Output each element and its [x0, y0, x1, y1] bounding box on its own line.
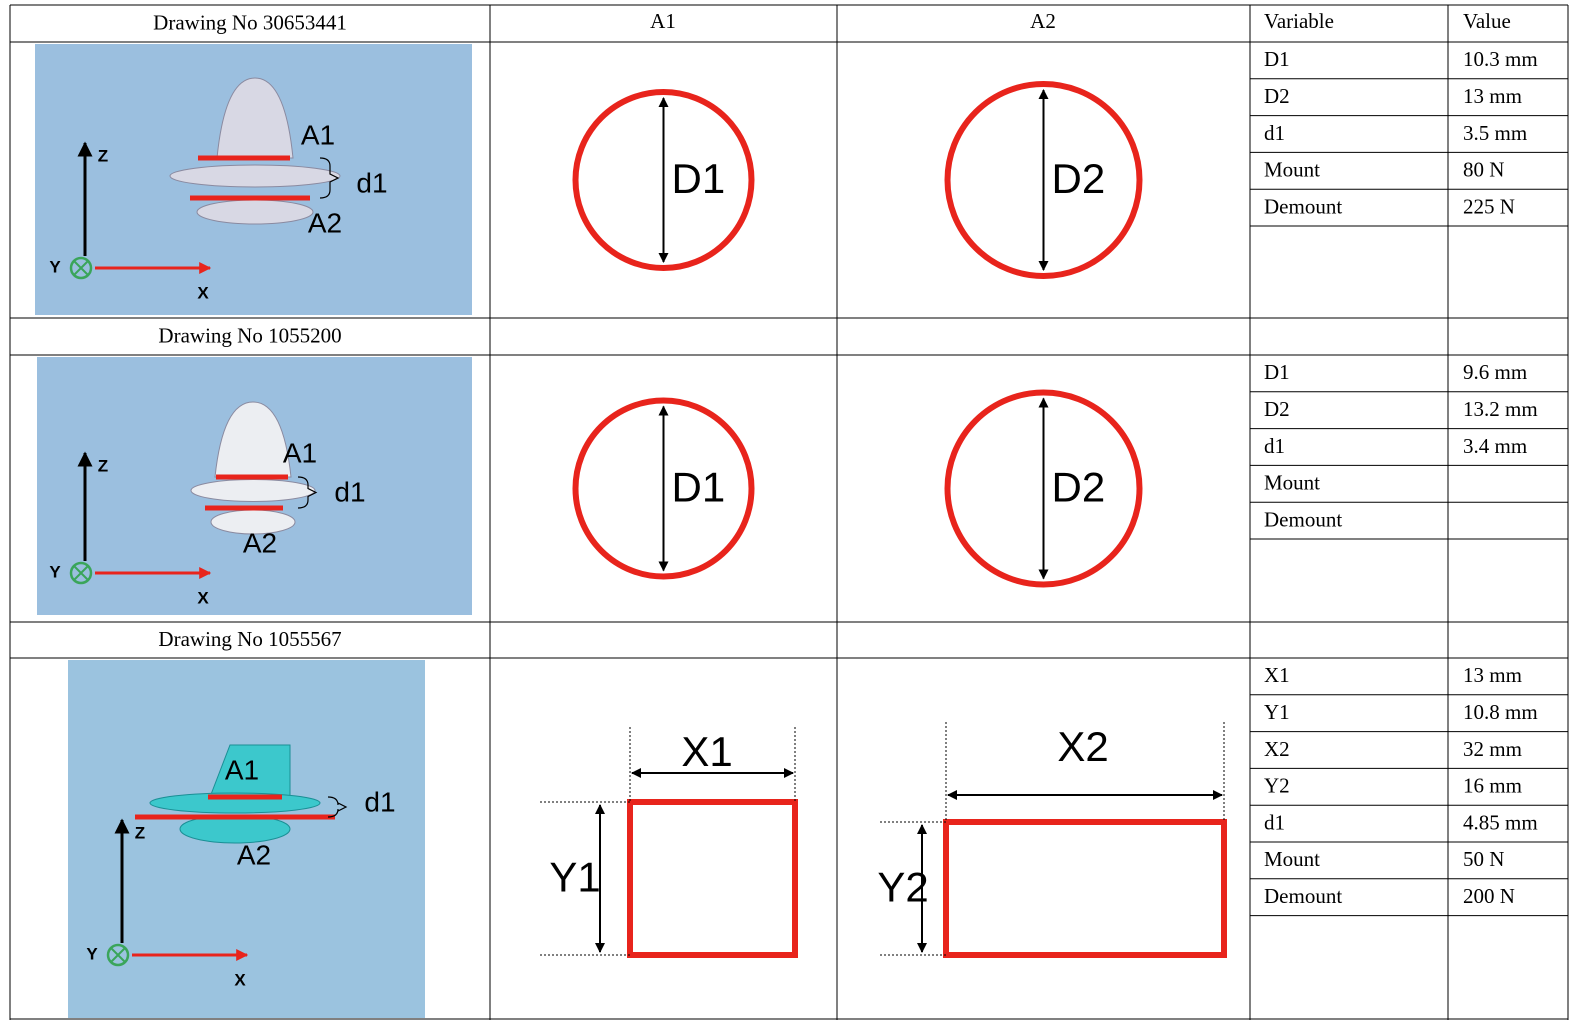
axis-label: X	[197, 283, 209, 302]
section-circle	[572, 397, 755, 580]
parameter-value: 10.3 mm	[1463, 47, 1538, 71]
header-cell: Variable	[1264, 9, 1334, 33]
axis-label: Z	[98, 146, 108, 165]
parameter-name: Demount	[1264, 194, 1342, 218]
axis-label: Y	[49, 562, 61, 581]
section-circle	[572, 89, 755, 271]
dimension-label: D2	[1052, 155, 1106, 202]
parameter-name: X2	[1264, 737, 1290, 761]
parameter-name: D1	[1264, 360, 1290, 384]
axis-label: X	[197, 588, 209, 607]
parameter-value: 225 N	[1463, 194, 1515, 218]
figure-label: A1	[225, 754, 259, 785]
figure-label: A1	[283, 437, 317, 468]
dimension-label: X1	[681, 728, 732, 775]
parameter-name: Demount	[1264, 884, 1342, 908]
figure-label: A2	[243, 527, 277, 558]
part-disc	[190, 479, 316, 502]
axis-label: Z	[98, 456, 108, 475]
axis-label: Y	[86, 944, 98, 963]
figure-label: d1	[364, 786, 395, 817]
figure-label: d1	[356, 167, 387, 198]
header-cell: A1	[650, 9, 676, 33]
section-circle	[944, 389, 1143, 588]
y-axis	[69, 561, 93, 585]
header-cell: Value	[1463, 9, 1511, 33]
parameter-value: 13 mm	[1463, 84, 1522, 108]
brace	[297, 476, 318, 509]
brace	[319, 157, 340, 199]
y-axis-cross	[73, 260, 89, 276]
drawing-number: Drawing No 30653441	[153, 10, 347, 34]
part-body	[216, 77, 294, 159]
parameter-name: Mount	[1264, 471, 1320, 495]
y-axis-cross	[73, 565, 89, 581]
y-axis-cross	[110, 947, 126, 963]
parameter-name: Demount	[1264, 507, 1342, 531]
parameter-name: Mount	[1264, 158, 1320, 182]
dimension-label: D2	[1052, 464, 1106, 511]
parameter-value: 3.5 mm	[1463, 121, 1527, 145]
dimension-label: Y1	[549, 854, 600, 901]
dimension-label: X2	[1057, 723, 1108, 770]
parameter-name: X1	[1264, 663, 1290, 687]
part-disc	[169, 164, 341, 188]
part-base	[196, 199, 314, 225]
axis-label: Y	[49, 257, 61, 276]
parameter-value: 32 mm	[1463, 737, 1522, 761]
part-body	[214, 401, 292, 478]
y-axis	[69, 256, 93, 280]
parameter-name: D2	[1264, 397, 1290, 421]
parameter-name: d1	[1264, 810, 1285, 834]
dimension-label: Y2	[877, 864, 928, 911]
parameter-name: D2	[1264, 84, 1290, 108]
parameter-name: Mount	[1264, 847, 1320, 871]
parameter-name: Y1	[1264, 700, 1290, 724]
drawing-number: Drawing No 1055200	[158, 323, 341, 347]
section-rectangle	[943, 819, 1227, 958]
parameter-value: 80 N	[1463, 158, 1504, 182]
axis-label: Z	[135, 823, 145, 842]
parameter-name: d1	[1264, 121, 1285, 145]
figure-label: d1	[334, 476, 365, 507]
parameter-value: 3.4 mm	[1463, 434, 1527, 458]
figure-label: A2	[308, 207, 342, 238]
parameter-value: 13 mm	[1463, 663, 1522, 687]
drawing-number: Drawing No 1055567	[158, 627, 341, 651]
dimension-label: D1	[672, 464, 726, 511]
parameter-value: 50 N	[1463, 847, 1504, 871]
figure-label: A1	[301, 119, 335, 150]
parameter-name: Y2	[1264, 774, 1290, 798]
parameter-value: 4.85 mm	[1463, 810, 1538, 834]
axis-label: X	[234, 970, 246, 989]
parameter-value: 9.6 mm	[1463, 360, 1527, 384]
header-cell: A2	[1030, 9, 1056, 33]
figure-label: A2	[237, 839, 271, 870]
parameter-value: 13.2 mm	[1463, 397, 1538, 421]
parameter-value: 16 mm	[1463, 774, 1522, 798]
parameter-name: D1	[1264, 47, 1290, 71]
y-axis	[106, 943, 130, 967]
brace	[327, 796, 348, 818]
dimension-label: D1	[672, 155, 726, 202]
parameter-value: 200 N	[1463, 884, 1515, 908]
section-circle	[944, 81, 1143, 279]
parameter-name: d1	[1264, 434, 1285, 458]
parameter-value: 10.8 mm	[1463, 700, 1538, 724]
section-rectangle	[627, 799, 798, 958]
